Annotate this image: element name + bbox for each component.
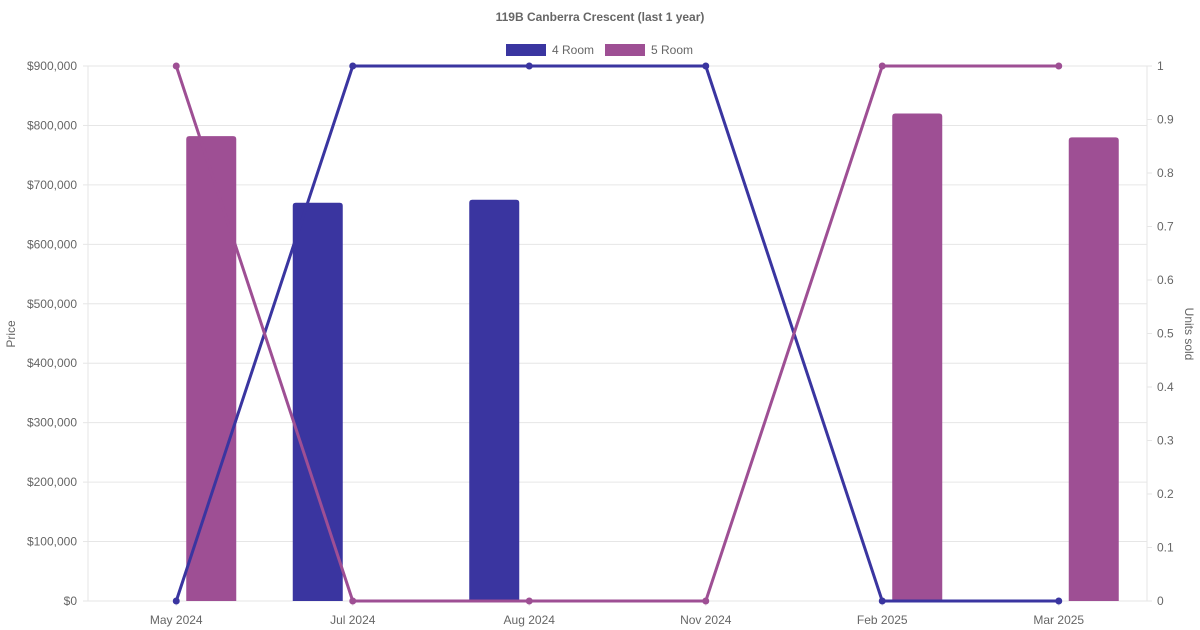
line-point[interactable] bbox=[349, 62, 357, 70]
grid-layer bbox=[83, 65, 1152, 606]
line-point[interactable] bbox=[172, 597, 180, 605]
y-tick-label: $100,000 bbox=[27, 535, 77, 549]
y-tick-label: $600,000 bbox=[27, 237, 77, 251]
legend-swatch[interactable] bbox=[506, 44, 546, 56]
line-point[interactable] bbox=[878, 62, 886, 70]
y2-axis-title: Units sold bbox=[1182, 308, 1196, 361]
y-tick-label: $500,000 bbox=[27, 297, 77, 311]
line-point[interactable] bbox=[878, 597, 886, 605]
legend-label[interactable]: 5 Room bbox=[651, 43, 693, 57]
y2-tick-label: 0.7 bbox=[1157, 220, 1174, 234]
x-tick-label: Jul 2024 bbox=[330, 613, 376, 627]
x-tick-label: Aug 2024 bbox=[504, 613, 556, 627]
line-4-room[interactable] bbox=[174, 64, 1059, 603]
x-tick-label: Mar 2025 bbox=[1033, 613, 1084, 627]
bar-4-room[interactable] bbox=[292, 202, 343, 601]
line-point[interactable] bbox=[1055, 597, 1063, 605]
y2-tick-label: 0.3 bbox=[1157, 434, 1174, 448]
y-tick-label: $400,000 bbox=[27, 356, 77, 370]
line-point[interactable] bbox=[702, 597, 710, 605]
legend[interactable]: 4 Room 5 Room bbox=[506, 43, 693, 57]
y-tick-label: $0 bbox=[64, 594, 78, 608]
y-tick-label: $300,000 bbox=[27, 416, 77, 430]
y2-tick-label: 0.9 bbox=[1157, 113, 1174, 127]
y-tick-label: $700,000 bbox=[27, 178, 77, 192]
line-point[interactable] bbox=[525, 62, 533, 70]
line-point[interactable] bbox=[1055, 62, 1063, 70]
bar-4-room[interactable] bbox=[469, 199, 520, 601]
y2-tick-label: 1 bbox=[1157, 59, 1164, 73]
bar-5-room[interactable] bbox=[186, 136, 237, 601]
chart-title: 119B Canberra Crescent (last 1 year) bbox=[496, 10, 705, 24]
line-point[interactable] bbox=[525, 597, 533, 605]
bar-5-room[interactable] bbox=[892, 113, 943, 602]
x-tick-label: May 2024 bbox=[150, 613, 203, 627]
y-tick-label: $200,000 bbox=[27, 475, 77, 489]
legend-swatch[interactable] bbox=[605, 44, 645, 56]
y2-tick-label: 0.1 bbox=[1157, 541, 1174, 555]
line-point[interactable] bbox=[172, 62, 180, 70]
y2-tick-label: 0.5 bbox=[1157, 327, 1174, 341]
y-axis-title: Price bbox=[4, 320, 18, 348]
bars-layer bbox=[186, 113, 1119, 602]
y-tick-label: $900,000 bbox=[27, 59, 77, 73]
legend-label[interactable]: 4 Room bbox=[552, 43, 594, 57]
y2-tick-label: 0.4 bbox=[1157, 380, 1174, 394]
line-point[interactable] bbox=[702, 62, 710, 70]
y2-tick-label: 0 bbox=[1157, 594, 1164, 608]
lines-layer bbox=[172, 62, 1063, 605]
y2-tick-label: 0.8 bbox=[1157, 166, 1174, 180]
y2-tick-label: 0.6 bbox=[1157, 273, 1174, 287]
axes-layer: $0 $100,000 $200,000 $300,000 $400,000 $500,0… bbox=[27, 59, 1174, 627]
y-tick-label: $800,000 bbox=[27, 118, 77, 132]
x-tick-label: Nov 2024 bbox=[680, 613, 732, 627]
y2-tick-label: 0.2 bbox=[1157, 487, 1174, 501]
bar-5-room[interactable] bbox=[1068, 137, 1119, 602]
line-5-room[interactable] bbox=[174, 64, 1059, 603]
x-tick-label: Feb 2025 bbox=[857, 613, 908, 627]
line-point[interactable] bbox=[349, 597, 357, 605]
